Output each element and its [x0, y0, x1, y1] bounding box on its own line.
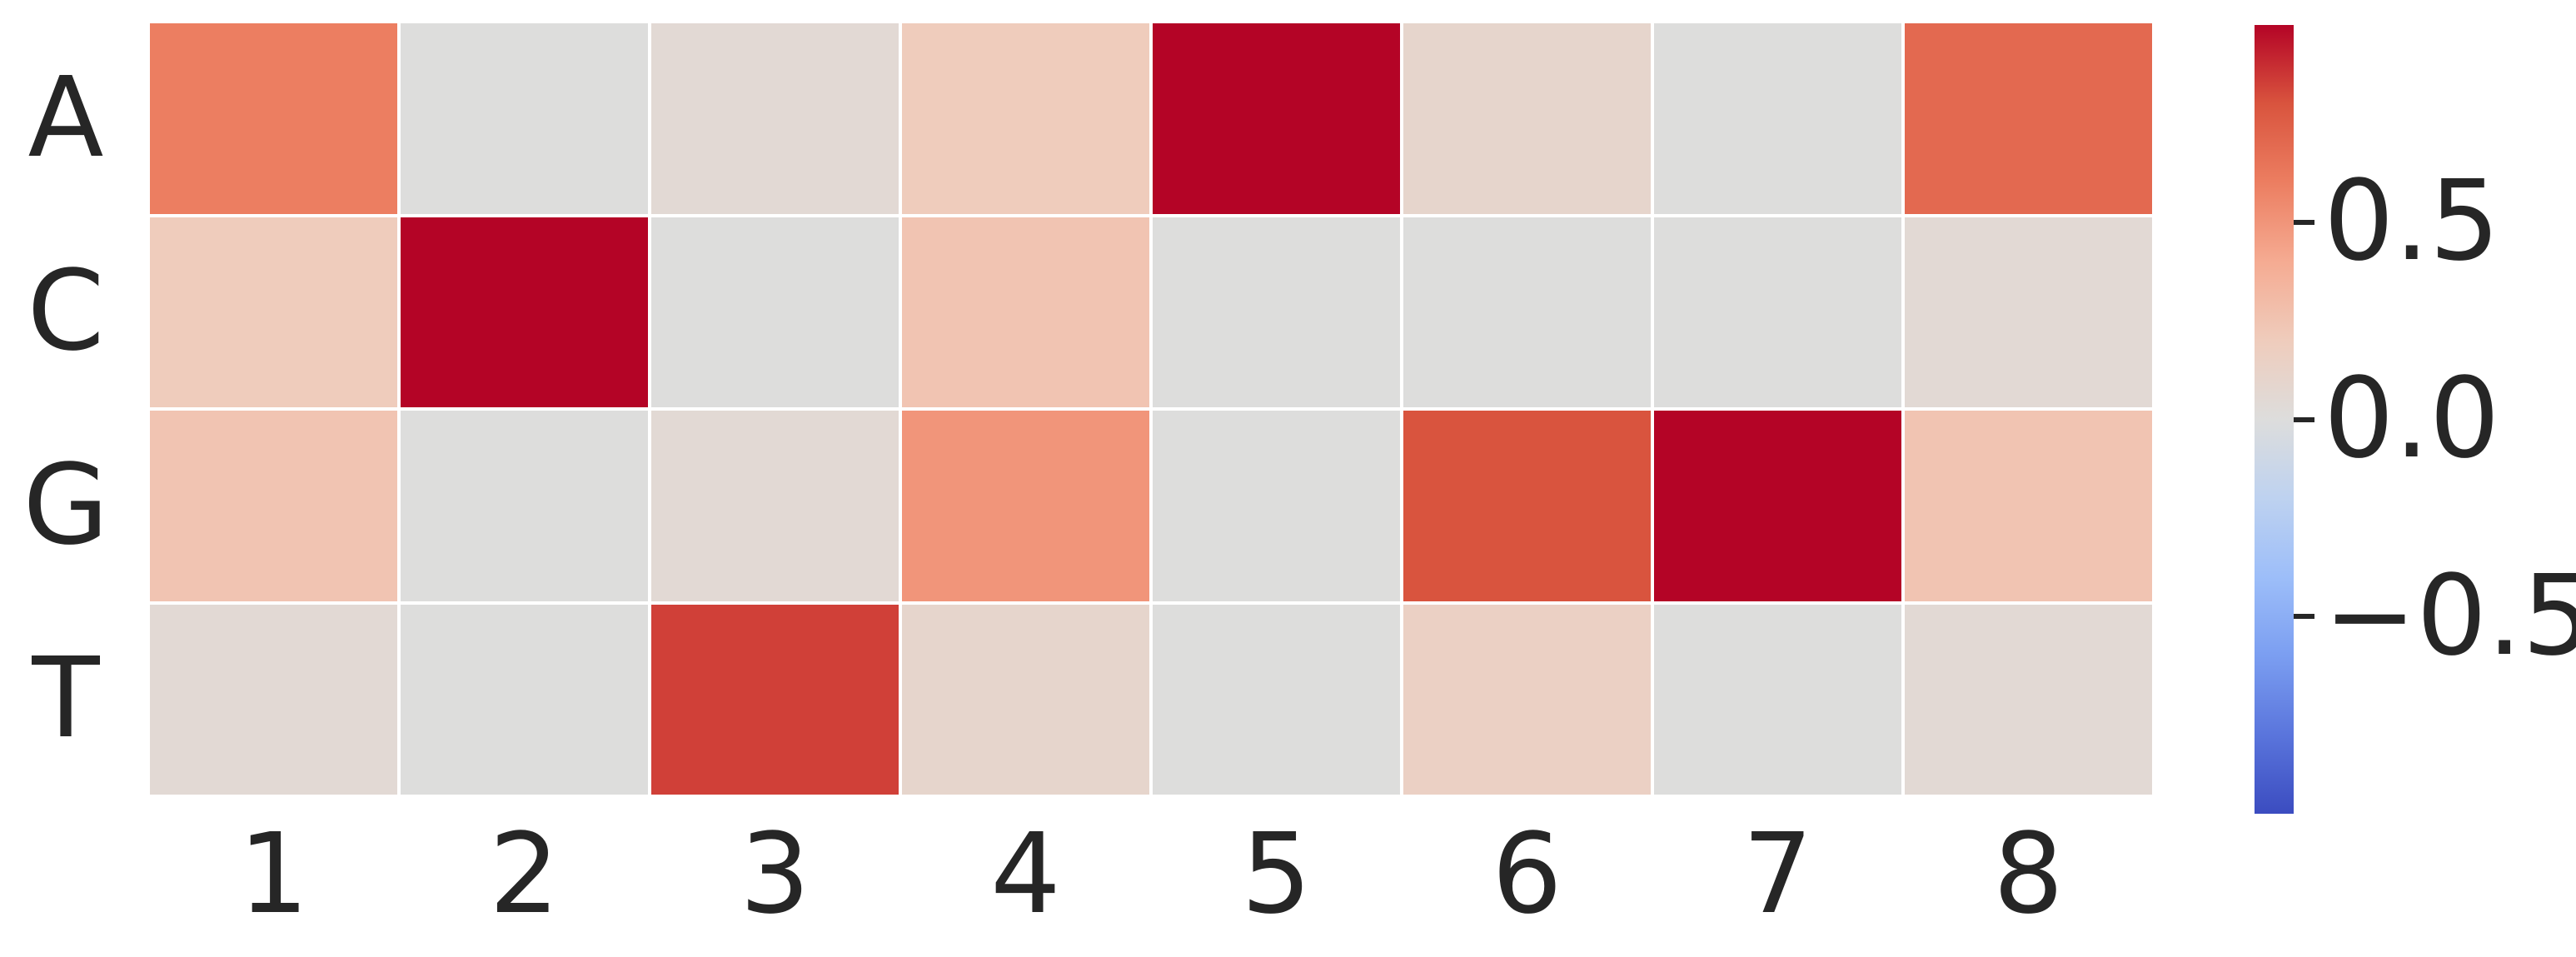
heatmap-cell-G5: [1153, 411, 1400, 601]
colorbar-tick-label-0.0: 0.0: [2324, 355, 2500, 483]
heatmap-cell-G8: [1905, 411, 2152, 601]
colorbar-tick-mark-−0.5: [2294, 614, 2314, 620]
heatmap-cell-A7: [1654, 23, 1901, 214]
x-tick-label-8: 8: [1993, 810, 2064, 939]
heatmap-cell-A6: [1403, 23, 1651, 214]
heatmap-cell-G2: [401, 411, 648, 601]
x-tick-label-6: 6: [1492, 810, 1562, 939]
colorbar-tick-mark-0.0: [2294, 416, 2314, 422]
heatmap-cell-A5: [1153, 23, 1400, 214]
heatmap-cell-G6: [1403, 411, 1651, 601]
x-tick-label-7: 7: [1742, 810, 1813, 939]
heatmap-cell-A3: [651, 23, 899, 214]
x-tick-label-5: 5: [1241, 810, 1312, 939]
y-tick-label-T: T: [32, 635, 100, 763]
heatmap-cell-T1: [150, 604, 397, 795]
heatmap-cell-C1: [150, 217, 397, 407]
colorbar-gradient: [2255, 25, 2294, 814]
heatmap-cell-C5: [1153, 217, 1400, 407]
heatmap-cell-T2: [401, 604, 648, 795]
x-tick-label-2: 2: [489, 810, 560, 939]
heatmap-cell-T4: [902, 604, 1149, 795]
colorbar-tick-mark-0.5: [2294, 219, 2314, 225]
heatmap-cell-G4: [902, 411, 1149, 601]
heatmap-cell-C6: [1403, 217, 1651, 407]
heatmap-cell-T6: [1403, 604, 1651, 795]
heatmap-cell-A1: [150, 23, 397, 214]
y-tick-label-C: C: [27, 247, 105, 376]
heatmap-cell-C3: [651, 217, 899, 407]
heatmap-cell-C2: [401, 217, 648, 407]
heatmap-cell-T7: [1654, 604, 1901, 795]
heatmap-grid: [150, 23, 2152, 795]
heatmap-cell-G3: [651, 411, 899, 601]
heatmap-cell-T8: [1905, 604, 2152, 795]
y-tick-label-A: A: [27, 53, 104, 182]
heatmap-cell-C4: [902, 217, 1149, 407]
heatmap-cell-T3: [651, 604, 899, 795]
heatmap-cell-G1: [150, 411, 397, 601]
heatmap-cell-A4: [902, 23, 1149, 214]
heatmap-cell-G7: [1654, 411, 1901, 601]
colorbar-tick-label-−0.5: −0.5: [2324, 551, 2576, 680]
heatmap-cell-T5: [1153, 604, 1400, 795]
heatmap-cell-A8: [1905, 23, 2152, 214]
heatmap-cell-C7: [1654, 217, 1901, 407]
heatmap-cell-C8: [1905, 217, 2152, 407]
y-tick-label-G: G: [22, 441, 109, 570]
x-tick-label-1: 1: [238, 810, 309, 939]
x-tick-label-4: 4: [990, 810, 1061, 939]
colorbar-tick-label-0.5: 0.5: [2324, 157, 2500, 287]
x-tick-label-3: 3: [740, 810, 810, 939]
heatmap-cell-A2: [401, 23, 648, 214]
colorbar: [2255, 25, 2294, 814]
